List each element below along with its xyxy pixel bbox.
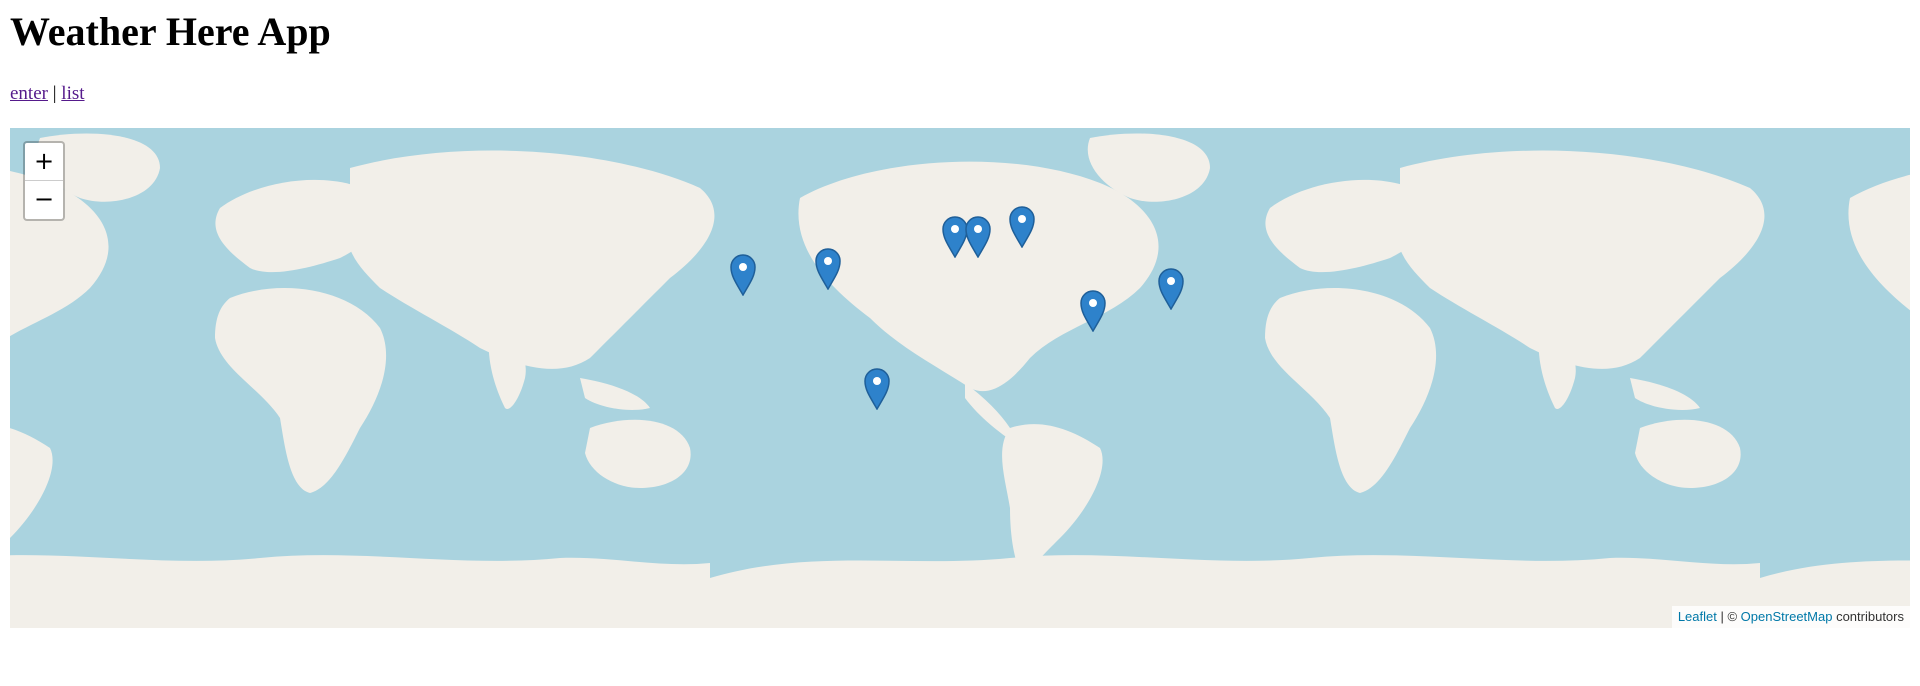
attribution-suffix: contributors [1832, 609, 1904, 624]
map-pin-icon[interactable] [1080, 290, 1106, 332]
map-pin-icon[interactable] [942, 216, 968, 258]
world-map[interactable]: + − Leaflet | © OpenStreetMap contributo… [10, 128, 1910, 628]
map-attribution: Leaflet | © OpenStreetMap contributors [1671, 606, 1910, 628]
nav-links: enter | list [10, 82, 85, 106]
map-pin-icon[interactable] [1158, 268, 1184, 310]
page-title: Weather Here App [10, 9, 331, 54]
map-pin-icon[interactable] [864, 368, 890, 410]
zoom-in-button[interactable]: + [25, 143, 63, 181]
nav-separator: | [52, 83, 57, 104]
list-link[interactable]: list [61, 83, 85, 104]
osm-link[interactable]: OpenStreetMap [1740, 609, 1833, 624]
map-pin-icon[interactable] [730, 254, 756, 296]
leaflet-link[interactable]: Leaflet [1677, 609, 1717, 624]
enter-link[interactable]: enter [10, 83, 48, 104]
map-pin-icon[interactable] [1009, 206, 1035, 248]
map-pin-icon[interactable] [815, 248, 841, 290]
attribution-separator: | © [1716, 609, 1741, 624]
map-tiles[interactable] [10, 128, 1910, 628]
zoom-control: + − [23, 141, 65, 221]
zoom-out-button[interactable]: − [33, 185, 55, 213]
map-pin-icon[interactable] [965, 216, 991, 258]
